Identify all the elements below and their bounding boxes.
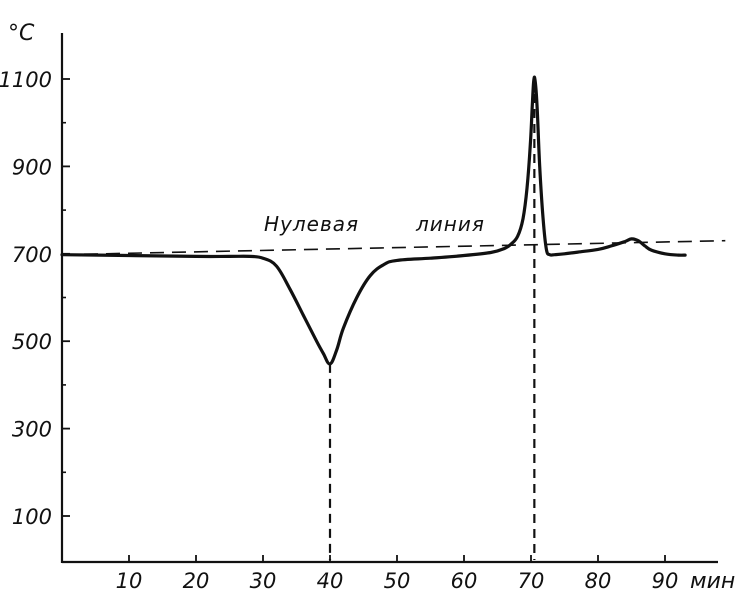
x-tick-label: 40 — [317, 569, 344, 593]
x-tick-label: 90 — [652, 569, 679, 593]
x-unit-label: мин — [690, 569, 735, 594]
y-ticks: 100 300 500 700 900 1100 — [0, 68, 70, 529]
x-tick-label: 20 — [183, 569, 210, 593]
y-tick-label: 700 — [12, 243, 52, 267]
x-tick-label: 10 — [116, 569, 143, 593]
x-tick-label: 50 — [384, 569, 411, 593]
x-tick-label: 60 — [451, 569, 478, 593]
y-unit-label: °C — [8, 21, 35, 46]
x-ticks: 10 20 30 40 50 60 70 80 90 — [116, 555, 679, 593]
peak-markers — [328, 79, 536, 560]
y-tick-label: 500 — [12, 330, 52, 354]
x-tick-label: 30 — [250, 569, 277, 593]
zero-line-label-left: Нулевая — [264, 212, 359, 236]
y-tick-label: 1100 — [0, 68, 52, 92]
y-tick-label: 300 — [12, 418, 52, 442]
y-minor-ticks — [62, 121, 66, 474]
y-tick-label: 100 — [12, 505, 52, 529]
zero-line — [61, 239, 726, 256]
x-tick-label: 80 — [585, 569, 612, 593]
temperature-curve — [60, 75, 687, 366]
zero-line-label-right: линия — [415, 212, 485, 236]
x-tick-label: 70 — [518, 569, 545, 593]
y-tick-label: 900 — [12, 155, 52, 179]
